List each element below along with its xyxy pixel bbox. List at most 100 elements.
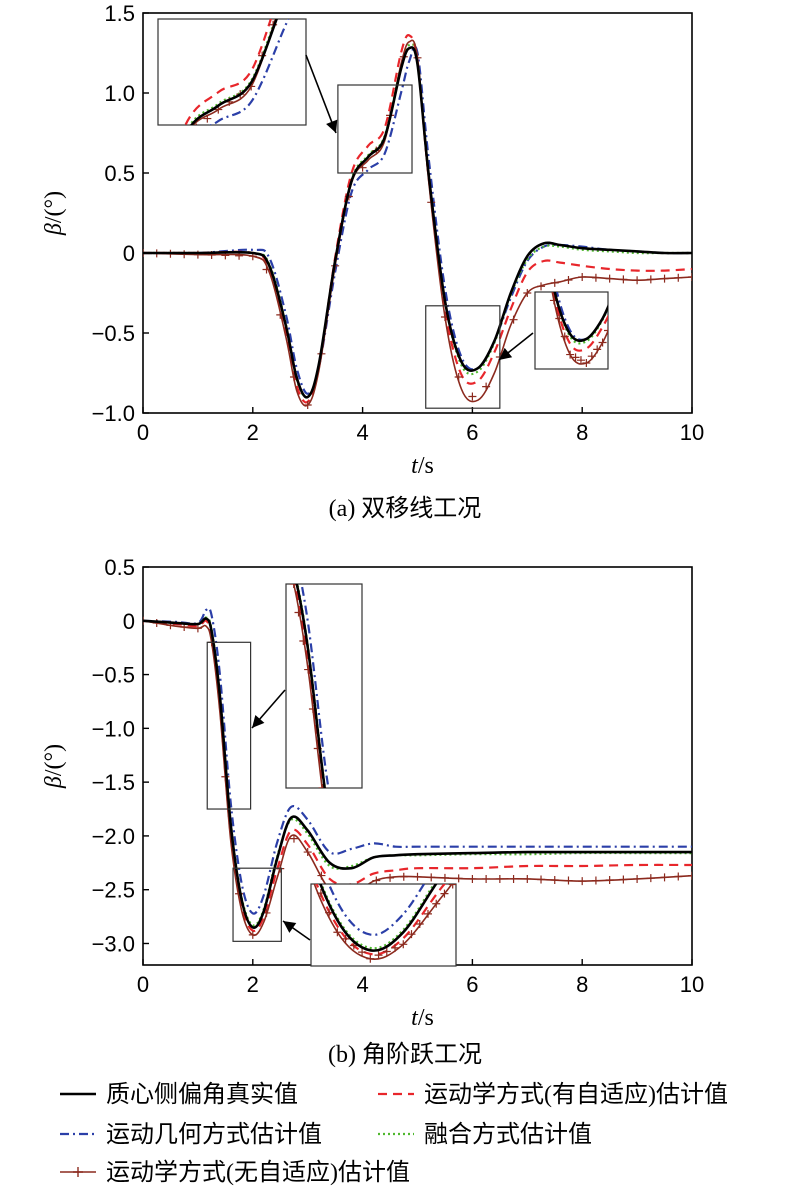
chart-a-x-tick-label: 2 bbox=[247, 420, 259, 445]
chart-a-inset-2-inset-marker bbox=[485, 169, 493, 177]
chart-b-inset-1-inset-marker bbox=[727, 869, 735, 877]
chart-b-inset-1-inset-marker bbox=[602, 868, 610, 876]
chart-b-marker bbox=[289, 834, 298, 843]
chart-a-inset-1-inset-frame bbox=[157, 18, 307, 126]
chart-b-inset-2-inset-marker bbox=[185, 610, 193, 618]
chart-a-inset-2-inset-marker bbox=[480, 174, 488, 182]
chart-a-inset-1-inset-marker bbox=[28, 266, 36, 274]
chart-b-y-tick-label: −3.0 bbox=[92, 931, 135, 956]
chart-b-inset-1-inset-marker bbox=[218, 559, 226, 567]
chart-b-inset-2-inset-marker bbox=[374, 951, 383, 960]
chart-b-marker bbox=[399, 872, 408, 881]
chart-b-y-tick-label: 0.5 bbox=[104, 555, 135, 580]
chart-a-inset-2-inset-marker bbox=[707, 267, 715, 275]
chart-b-inset-1-inset-marker bbox=[588, 870, 596, 878]
chart-b-marker bbox=[550, 876, 559, 885]
chart-b-inset-2-inset-marker bbox=[482, 844, 490, 852]
chart-a-inset-1-inset-marker bbox=[324, 55, 332, 63]
chart-b-inset-2-inset-marker bbox=[572, 888, 580, 896]
chart-a-marker bbox=[509, 315, 518, 324]
chart-a-inset-2-inset-marker bbox=[755, 268, 763, 276]
chart-b-series-1 bbox=[143, 617, 692, 929]
chart-a-inset-1-arrow-head bbox=[326, 119, 338, 133]
chart-a-inset-2-inset-marker bbox=[426, 337, 434, 345]
chart-a-inset-2-inset-marker bbox=[609, 314, 617, 322]
chart-a-inset-1-inset-marker bbox=[39, 292, 47, 300]
chart-a-inset-2-arrow-head bbox=[499, 347, 513, 360]
chart-a-marker bbox=[674, 273, 683, 282]
chart-a-inset-1-inset-marker bbox=[434, 395, 442, 403]
chart-b-inset-2-inset-marker bbox=[786, 890, 794, 898]
chart-b-inset-1-inset-marker bbox=[521, 887, 529, 895]
chart-b-inset-1-inset-marker bbox=[751, 870, 759, 878]
chart-a-inset-2-inset-marker bbox=[377, 263, 385, 271]
chart-b-inset-2-inset-marker bbox=[399, 940, 408, 949]
chart-b-inset-2-inset-marker bbox=[243, 627, 251, 635]
chart-b-inset-1-inset-marker bbox=[612, 867, 620, 875]
chart-a-inset-2-inset-marker bbox=[269, 249, 277, 257]
chart-a-inset-1-inset-marker bbox=[697, 248, 705, 256]
chart-b-inset-2-inset-marker bbox=[745, 893, 753, 901]
chart-b-inset-2-inset-marker bbox=[325, 908, 334, 917]
chart-b-inset-1-inset-marker bbox=[285, 570, 293, 578]
chart-a-marker bbox=[303, 401, 312, 409]
chart-b-inset-2-inset-marker bbox=[70, 605, 78, 613]
chart-a-inset-2-inset-marker bbox=[523, 102, 531, 110]
chart-a-inset-2-inset-marker bbox=[734, 269, 742, 277]
chart-a-inset-2-inset-marker bbox=[404, 352, 412, 360]
chart-b-marker bbox=[660, 873, 669, 882]
chart-b-inset-2-inset-marker bbox=[407, 930, 416, 939]
chart-b-marker bbox=[248, 930, 257, 939]
chart-b-inset-1-inset-series-5-markers bbox=[193, 556, 798, 895]
chart-b-inset-1-inset-marker bbox=[626, 867, 634, 875]
chart-a-inset-1-inset-marker bbox=[116, 360, 124, 368]
chart-b-inset-1-inset-marker bbox=[193, 556, 201, 564]
chart-b-inset-2-inset-marker bbox=[144, 609, 152, 617]
chart-b-inset-1-inset-marker bbox=[328, 845, 336, 853]
chart-b-inset-1-arrow-head bbox=[252, 715, 265, 728]
chart-a-inset-2-inset-marker bbox=[528, 147, 536, 155]
chart-a-inset-2-inset-marker bbox=[642, 274, 650, 282]
chart-a-inset-2-inset-marker bbox=[560, 332, 569, 341]
chart-b-inset-1-inset-marker bbox=[323, 823, 331, 831]
legend-label: 融合方式估计值 bbox=[424, 1121, 592, 1148]
chart-b-marker bbox=[440, 873, 449, 882]
chart-a-inset-2-inset-marker bbox=[458, 195, 466, 203]
chart-b-inset-2-inset-marker bbox=[630, 907, 638, 915]
chart-a-inset-1-inset-marker bbox=[795, 249, 800, 257]
chart-b-inset-1-inset-marker bbox=[506, 884, 514, 892]
chart-a-inset-2-inset-marker bbox=[598, 338, 607, 347]
chart-a-inset-2-inset-marker bbox=[312, 250, 320, 258]
chart-b-marker bbox=[372, 876, 381, 885]
chart-b-inset-2-inset-marker bbox=[169, 610, 177, 618]
chart-b-inset-1-inset-series-4 bbox=[296, 584, 327, 788]
chart-b-inset-1-inset-marker bbox=[684, 868, 692, 876]
chart-a-inset-2-inset-marker bbox=[301, 249, 309, 257]
chart-b-angle-step: 0 2 4 6 8 10 0.5 0 −0.5 −1.0 −1.5 −2.0 −2.5 −3.0 t/s β/… bbox=[41, 555, 798, 1031]
chart-b-inset-1-inset-marker bbox=[487, 871, 495, 879]
chart-a-marker bbox=[468, 392, 477, 401]
chart-b-marker bbox=[509, 874, 518, 883]
chart-b-marker bbox=[674, 872, 683, 881]
legend-item: 质心侧偏角真实值 bbox=[60, 1081, 298, 1108]
chart-b-inset-2-inset-marker bbox=[218, 609, 226, 617]
chart-b-marker bbox=[303, 848, 312, 857]
chart-a-marker bbox=[578, 273, 587, 281]
chart-b-inset-1-inset-marker bbox=[622, 867, 630, 875]
chart-b-inset-2-inset-marker bbox=[729, 894, 737, 902]
chart-b-inset-2-inset-marker bbox=[341, 934, 350, 943]
chart-b-marker bbox=[523, 874, 532, 883]
chart-b-inset-2-inset-marker bbox=[152, 609, 160, 617]
chart-b-inset-2-inset-marker bbox=[251, 653, 259, 661]
chart-b-inset-1-inset-marker bbox=[790, 870, 798, 878]
chart-a-inset-2-inset-marker bbox=[669, 269, 677, 277]
chart-b-y-axis-label: β/(°) bbox=[41, 744, 67, 789]
chart-a-inset-1-inset-marker bbox=[357, 239, 365, 247]
chart-b-inset-1-inset-marker bbox=[251, 562, 259, 570]
chart-b-inset-2-inset-marker bbox=[276, 741, 284, 749]
chart-b-marker bbox=[193, 624, 202, 633]
chart-a-inset-2-inset-marker bbox=[361, 251, 369, 259]
legend-label: 运动几何方式估计值 bbox=[106, 1121, 322, 1148]
chart-b-inset-2-inset-marker bbox=[259, 679, 267, 687]
